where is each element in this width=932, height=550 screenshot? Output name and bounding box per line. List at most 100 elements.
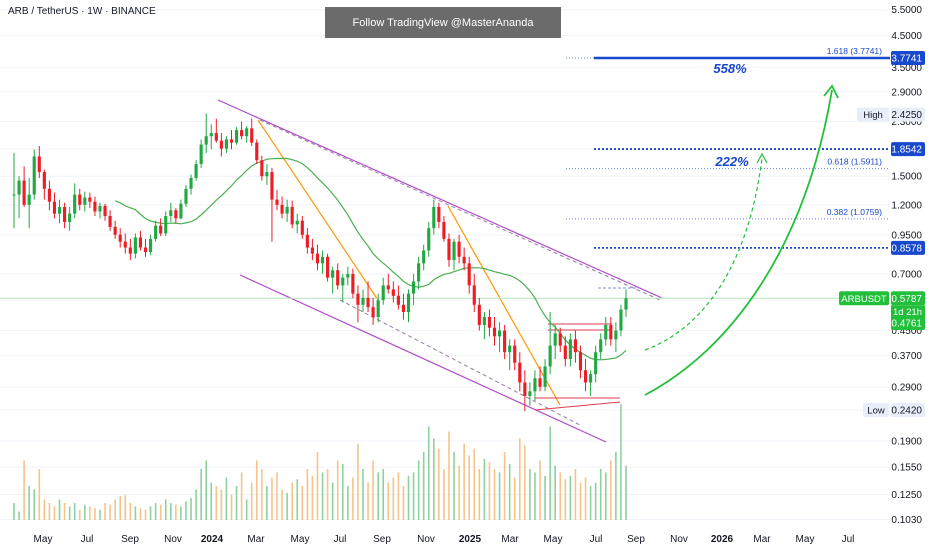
time-tick-label: Sep (373, 534, 391, 545)
candle (533, 378, 537, 392)
channel-upper (217, 99, 663, 299)
time-tick-label: May (796, 534, 815, 545)
candle (492, 327, 497, 337)
volume-bar (569, 475, 572, 520)
volume-bar (23, 460, 25, 520)
candle (27, 194, 31, 205)
candle (22, 180, 26, 205)
candle (209, 133, 213, 137)
moving-average-line (114, 157, 627, 361)
candle (518, 362, 522, 383)
volume-bar (620, 404, 622, 520)
candle (589, 374, 593, 383)
volume-bar (584, 477, 587, 520)
time-tick-label: Jul (590, 534, 603, 545)
volume-bar (266, 486, 268, 520)
candle (472, 285, 476, 305)
candle (427, 228, 431, 251)
channel-mid-upper (259, 119, 661, 301)
volume-bar (306, 469, 309, 520)
candle (508, 345, 512, 353)
volume-bar (453, 452, 455, 520)
volume-bar (402, 486, 405, 520)
price-tag: High (863, 110, 883, 121)
candle (245, 128, 249, 137)
time-tick-label: Mar (753, 534, 771, 545)
volume-bar (129, 503, 132, 520)
candle (108, 215, 112, 227)
candle (609, 324, 613, 340)
price-tick-label: 1.2000 (891, 200, 922, 211)
price-label-box (891, 291, 925, 306)
candle (300, 220, 304, 235)
volume-bar (463, 443, 465, 520)
volume-bar (33, 489, 36, 520)
candle (128, 247, 132, 254)
volume-bar (357, 443, 359, 520)
channel-lower (239, 274, 607, 443)
ma-line (114, 157, 627, 361)
price-label-box (891, 142, 925, 157)
candle (371, 307, 375, 318)
volume-bars (13, 404, 627, 520)
candle (503, 330, 507, 353)
candle (305, 234, 309, 248)
volume-bar (625, 465, 627, 520)
volume-bar (594, 482, 597, 520)
volume-bar (215, 486, 218, 520)
candle (594, 352, 598, 375)
volume-bar (210, 482, 213, 520)
candle (88, 197, 92, 202)
time-tick-label: May (291, 534, 310, 545)
volume-bar (539, 460, 541, 520)
candle (78, 194, 82, 205)
volume-bar (296, 479, 299, 520)
candle (462, 256, 466, 264)
price-label: 0.8578 (891, 243, 922, 254)
volume-bar (245, 499, 248, 520)
volume-bar (615, 452, 617, 520)
candle (315, 253, 320, 264)
volume-bar (230, 494, 233, 520)
volume-bar (38, 469, 41, 520)
candle (123, 241, 127, 248)
volume-bar (534, 472, 536, 520)
candle (285, 206, 289, 214)
volume-bar (286, 492, 288, 520)
candle (174, 210, 178, 219)
volume-bar (331, 482, 334, 520)
candle (255, 142, 259, 161)
candle (270, 172, 274, 200)
candle (52, 201, 57, 214)
price-label-box (891, 403, 925, 417)
volume-bar (417, 460, 420, 520)
volume-bar (240, 472, 243, 520)
time-tick-label: Nov (417, 534, 435, 545)
candle (442, 221, 446, 239)
follow-banner[interactable]: Follow TradingView @MasterAnanda (325, 7, 561, 38)
price-tick-label: 0.1550 (891, 463, 922, 474)
candle (386, 285, 390, 290)
candle (538, 378, 542, 387)
candle (103, 205, 107, 216)
candle (32, 156, 36, 195)
volume-bar (190, 497, 192, 520)
volume-bar (94, 508, 96, 520)
volume-bar (392, 477, 395, 520)
candle (148, 238, 153, 253)
candle (265, 172, 269, 177)
volume-bar (529, 469, 531, 520)
candle (376, 300, 380, 318)
price-label: 3.7741 (891, 54, 922, 65)
candle (381, 285, 385, 301)
price-label: 2.4250 (891, 110, 922, 121)
candle (229, 139, 234, 143)
volume-bar (78, 509, 81, 520)
candle (401, 304, 406, 312)
candle (204, 136, 208, 145)
price-tick-label: 0.4500 (891, 326, 922, 337)
price-label-box (891, 240, 925, 255)
volume-bar (387, 482, 390, 520)
fib-label: 1.618 (3.7741) (827, 46, 882, 56)
